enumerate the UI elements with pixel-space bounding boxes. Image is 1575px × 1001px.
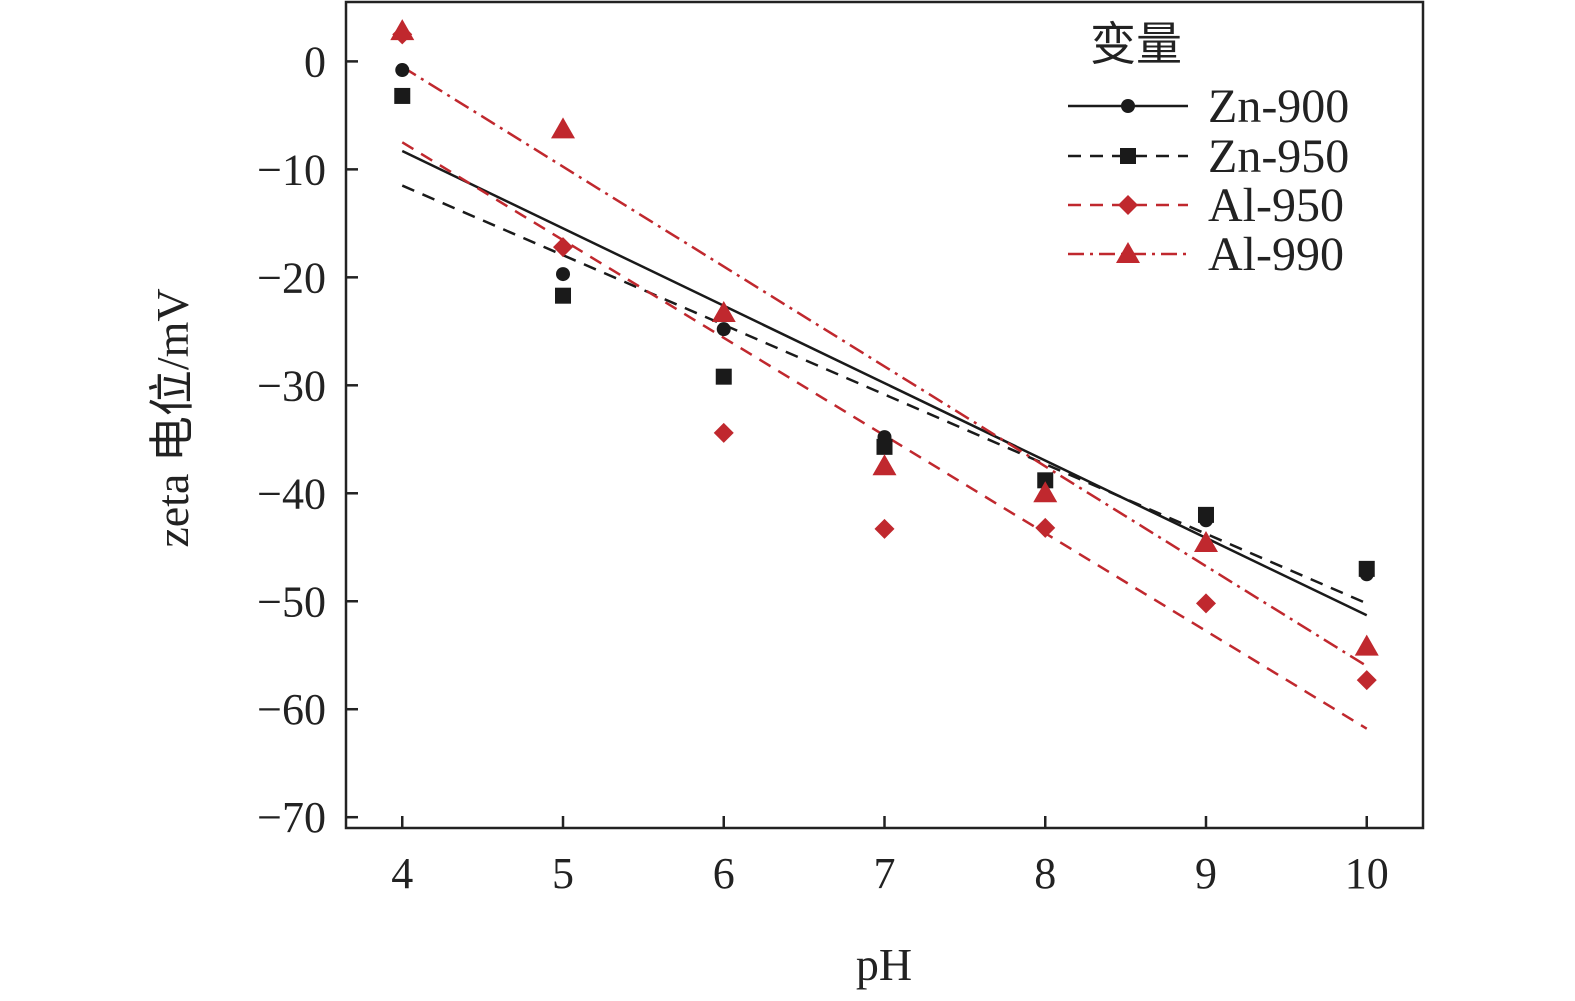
point-al-950-1 — [553, 237, 574, 258]
legend-label-zn-900: Zn-900 — [1208, 80, 1349, 133]
y-tick-label-4: −40 — [257, 469, 326, 518]
x-tick-label-3: 7 — [874, 849, 896, 898]
point-al-990-5 — [1193, 530, 1218, 552]
legend-label-zn-950: Zn-950 — [1208, 130, 1349, 183]
y-tick-label-2: −20 — [257, 253, 326, 302]
y-tick-label-6: −60 — [257, 685, 326, 734]
point-zn-900-1 — [556, 267, 571, 282]
legend-marker-zn-900 — [1121, 99, 1135, 113]
point-zn-950-3 — [876, 438, 893, 455]
legend-marker-al-950 — [1118, 195, 1138, 215]
point-zn-950-6 — [1358, 560, 1375, 577]
point-al-950-4 — [1035, 517, 1056, 538]
point-al-990-6 — [1354, 634, 1379, 656]
point-zn-950-1 — [555, 287, 572, 304]
point-al-950-6 — [1356, 670, 1377, 691]
point-zn-950-4 — [1037, 472, 1054, 489]
y-tick-label-0: 0 — [304, 37, 326, 86]
point-al-950-5 — [1195, 593, 1216, 614]
y-tick-label-1: −10 — [257, 145, 326, 194]
x-tick-label-5: 9 — [1195, 849, 1217, 898]
point-al-950-3 — [874, 518, 895, 539]
point-zn-950-5 — [1197, 506, 1214, 523]
y-axis: 0 −10 −20 −30 −40 −50 −60 −70 — [257, 37, 358, 842]
x-axis: 4 5 6 7 8 9 10 — [391, 816, 1389, 898]
point-zn-900-0 — [395, 63, 410, 78]
legend-label-al-950: Al-950 — [1208, 179, 1344, 232]
point-al-990-3 — [872, 454, 897, 476]
point-al-990-4 — [1033, 481, 1058, 503]
x-tick-label-1: 5 — [552, 849, 574, 898]
legend-marker-al-990 — [1116, 242, 1140, 263]
legend-title: 变量 — [1090, 17, 1182, 71]
point-al-990-0 — [390, 19, 415, 41]
fit-line-al-990 — [401, 65, 1368, 668]
point-al-990-1 — [551, 117, 576, 139]
legend-label-al-990: Al-990 — [1208, 228, 1344, 281]
x-tick-label-2: 6 — [713, 849, 735, 898]
x-tick-label-6: 10 — [1345, 849, 1389, 898]
legend-marker-zn-950 — [1120, 148, 1136, 164]
point-al-990-2 — [711, 300, 736, 322]
data-points — [390, 19, 1379, 691]
y-tick-label-3: −30 — [257, 361, 326, 410]
y-tick-label-5: −50 — [257, 577, 326, 626]
point-al-950-2 — [713, 422, 734, 443]
y-tick-label-7: −70 — [257, 793, 326, 842]
x-tick-label-4: 8 — [1034, 849, 1056, 898]
x-tick-label-0: 4 — [391, 849, 413, 898]
point-zn-950-2 — [715, 368, 732, 385]
x-axis-title: pH — [856, 939, 912, 990]
point-zn-950-0 — [394, 87, 411, 104]
y-axis-title: zeta 电位/mV — [147, 288, 198, 547]
point-zn-900-2 — [716, 322, 731, 337]
